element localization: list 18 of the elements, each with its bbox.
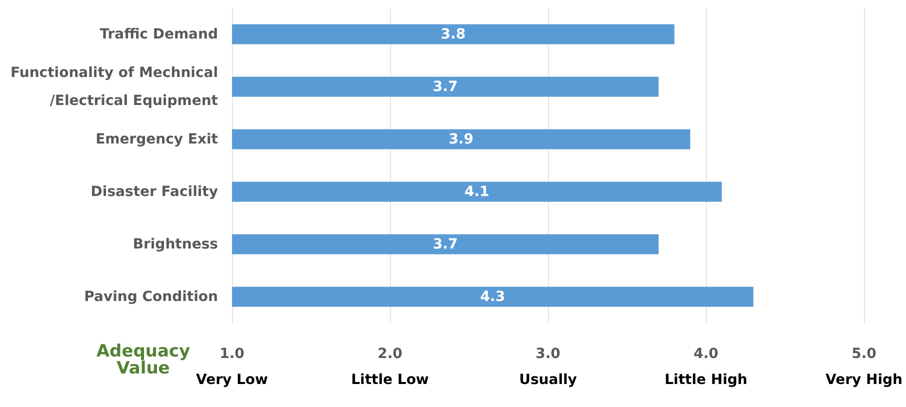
data-label: 3.8	[440, 26, 466, 42]
y-tick-label: Paving Condition	[84, 288, 218, 305]
y-tick-label: Functionality of Mechnical /Electrical Equipment	[10, 64, 218, 109]
data-label: 3.7	[432, 236, 458, 252]
y-tick-label: Disaster Facility	[90, 184, 218, 200]
x-tick-label: 3.0 Usually	[519, 346, 577, 388]
data-label: 4.3	[480, 288, 506, 305]
data-label: 4.1	[464, 184, 490, 200]
x-tick-label: 1.0 Very Low	[196, 346, 268, 388]
y-tick-label: Brightness	[132, 236, 218, 252]
y-tick-label: Traffic Demand	[100, 26, 218, 42]
y-tick-label: Emergency Exit	[96, 131, 218, 148]
x-tick-label: 2.0 Little Low	[351, 346, 429, 388]
data-label: 3.9	[448, 131, 474, 148]
x-axis-title: Adequacy Value	[96, 342, 190, 378]
x-tick-label: 5.0 Very High	[826, 346, 902, 388]
data-label: 3.7	[432, 78, 458, 95]
x-tick-label: 4.0 Little High	[664, 346, 748, 388]
